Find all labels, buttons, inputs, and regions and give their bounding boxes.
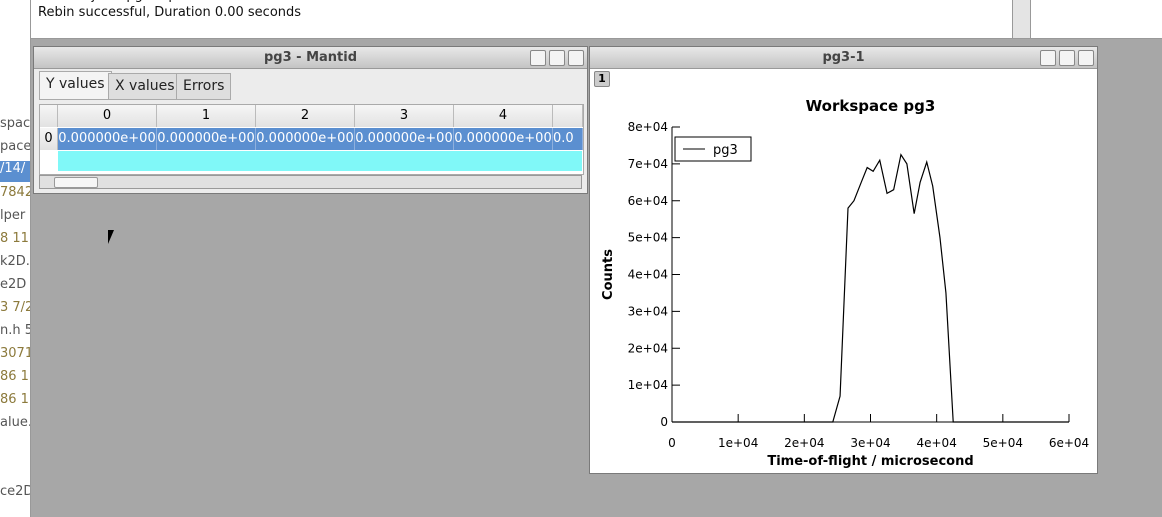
file-item[interactable]: 7842	[0, 185, 31, 200]
log-line: Rebin successful, Duration 0.00 seconds	[38, 5, 302, 20]
x-axis-label: Time-of-flight / microsecond	[767, 454, 973, 469]
file-item[interactable]: 86 1	[0, 369, 29, 384]
row-header[interactable]: 0	[40, 128, 58, 150]
new-row	[58, 151, 582, 171]
plot-window: pg3-1 1 Workspace pg3 Time-of-flight / mi…	[589, 46, 1098, 474]
x-tick-label: 6e+04	[1049, 436, 1089, 450]
layer-badge[interactable]: 1	[594, 71, 610, 87]
cell[interactable]: 0.000000e+00	[355, 128, 454, 150]
column-header[interactable]: 1	[157, 105, 256, 127]
file-item[interactable]: k2D.	[0, 254, 30, 269]
y-tick-label: 7e+04	[628, 157, 668, 171]
cursor	[108, 230, 114, 244]
y-axis-label: Counts	[601, 249, 616, 300]
x-tick-label: 4e+04	[916, 436, 956, 450]
scrollbar[interactable]	[1012, 0, 1031, 38]
cell[interactable]: 0.000000e+00	[454, 128, 553, 150]
column-header[interactable]: 2	[256, 105, 355, 127]
column-header[interactable]: 4	[454, 105, 553, 127]
cell[interactable]: 0.000000e+00	[58, 128, 157, 150]
tab[interactable]: X values	[108, 73, 182, 100]
cell[interactable]: 0.000000e+00	[256, 128, 355, 150]
y-tick-label: 8e+04	[628, 120, 668, 134]
line	[672, 153, 1069, 423]
cell[interactable]: 0.0	[553, 128, 583, 150]
chart: Workspace pg3 Time-of-flight / microsecon…	[601, 97, 1089, 469]
x-tick-label: 0	[668, 436, 676, 450]
tab[interactable]: Y values	[39, 71, 112, 100]
maximize[interactable]	[549, 50, 565, 66]
x-tick-label: 2e+04	[784, 436, 824, 450]
file-item[interactable]: lper	[0, 208, 26, 223]
log-line: Data Objects pg3 replaced in ADS service…	[38, 0, 314, 3]
y-tick-label: 6e+04	[628, 194, 668, 208]
file-item[interactable]: spac	[0, 116, 31, 131]
cell[interactable]: 0.000000e+00	[157, 128, 256, 150]
file-item[interactable]: alue.	[0, 415, 31, 430]
x-tick-label: 1e+04	[718, 436, 758, 450]
file-item[interactable]: ce2D	[0, 484, 31, 499]
tab[interactable]: Errors	[176, 73, 232, 100]
x-tick-label: 3e+04	[850, 436, 890, 450]
y-tick-label: 5e+04	[628, 231, 668, 245]
file-item[interactable]: 3071	[0, 346, 31, 361]
file-item[interactable]: pace	[0, 139, 31, 154]
window-title: pg3-1	[822, 50, 865, 65]
close[interactable]	[1078, 50, 1094, 66]
y-tick-label: 3e+04	[628, 304, 668, 318]
y-tick-label: 1e+04	[628, 378, 668, 392]
h-scrollbar[interactable]	[39, 175, 582, 189]
x-tick-label: 5e+04	[983, 436, 1023, 450]
file-item[interactable]: /14/	[0, 161, 30, 182]
title-bar: pg3-1	[590, 47, 1097, 69]
maximize[interactable]	[1059, 50, 1075, 66]
y-tick-label: 2e+04	[628, 341, 668, 355]
title-bar: pg3 - Mantid	[34, 47, 587, 69]
file-item[interactable]: 8 11	[0, 231, 29, 246]
close[interactable]	[568, 50, 584, 66]
log-panel: Data Objects pg3 replaced in ADS service…	[31, 0, 1162, 39]
column-header[interactable]: 0	[58, 105, 157, 127]
table-window: pg3 - Mantid Y values X values Errors 0 …	[33, 46, 588, 194]
file-item[interactable]: n.h 5	[0, 323, 31, 338]
minimize[interactable]	[530, 50, 546, 66]
file-list: spac pace /14/ 7842 lper 8 11 k2D. e2D 3…	[0, 0, 31, 517]
y-tick-label: 4e+04	[628, 268, 668, 282]
minimize[interactable]	[1040, 50, 1056, 66]
column-header[interactable]: 3	[355, 105, 454, 127]
y-tick-label: 0	[660, 415, 668, 429]
window-title: pg3 - Mantid	[263, 50, 358, 65]
chart-title: Workspace pg3	[806, 97, 936, 115]
file-item[interactable]: 3 7/2	[0, 300, 31, 315]
file-item[interactable]: e2D	[0, 277, 27, 292]
legend-label: pg3	[713, 143, 738, 158]
file-item[interactable]: 86 1	[0, 392, 29, 407]
